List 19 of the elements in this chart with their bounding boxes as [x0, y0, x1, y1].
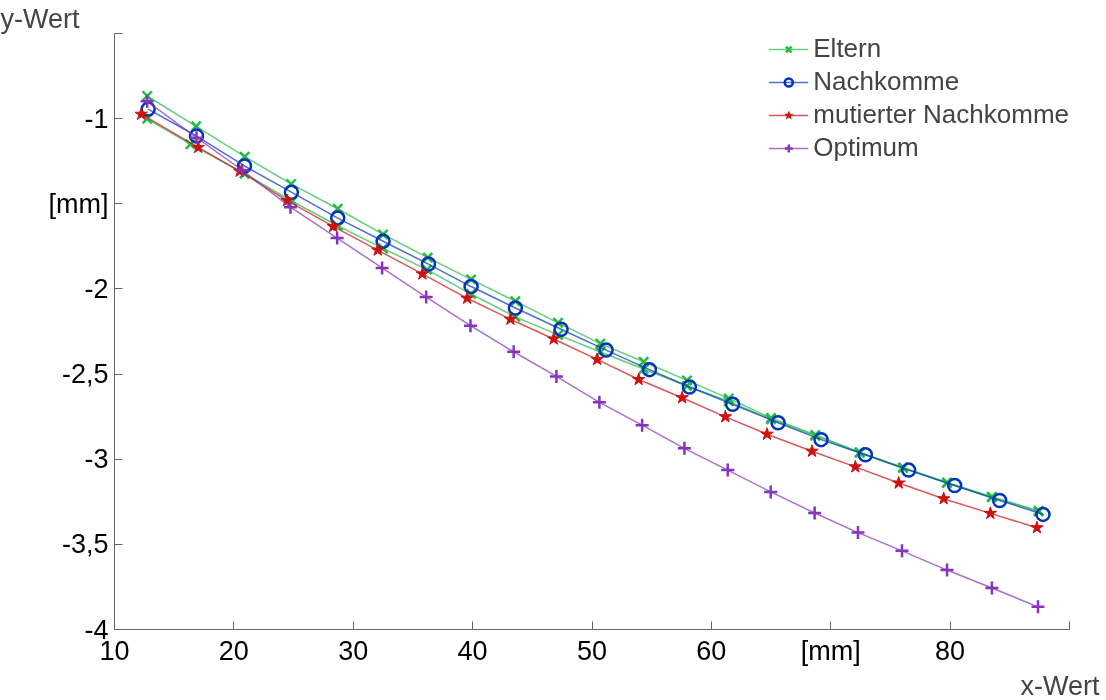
y-tick-label: -2: [84, 273, 109, 304]
y-tick-label: [mm]: [48, 188, 109, 219]
x-tick-label: 80: [935, 635, 966, 666]
x-tick-label: [mm]: [800, 635, 861, 666]
x-tick-label: 60: [696, 635, 727, 666]
y-tick-label: -2,5: [61, 359, 109, 390]
x-tick-label: 40: [457, 635, 488, 666]
x-tick-label: 30: [338, 635, 369, 666]
x-tick-label: 50: [576, 635, 608, 666]
y-tick-label: -3: [84, 444, 109, 475]
x-tick-label: 20: [218, 635, 249, 666]
legend-label: Optimum: [813, 132, 919, 163]
y-tick-label: -3,5: [61, 529, 109, 560]
y-axis-title: y-Wert: [0, 3, 80, 34]
legend-label: Eltern: [813, 33, 882, 64]
x-axis-title: x-Wert: [1020, 670, 1100, 700]
y-tick-label: -1: [84, 103, 109, 134]
legend-label: Nachkomme: [813, 66, 960, 97]
legend-label: mutierter Nachkomme: [813, 99, 1069, 130]
